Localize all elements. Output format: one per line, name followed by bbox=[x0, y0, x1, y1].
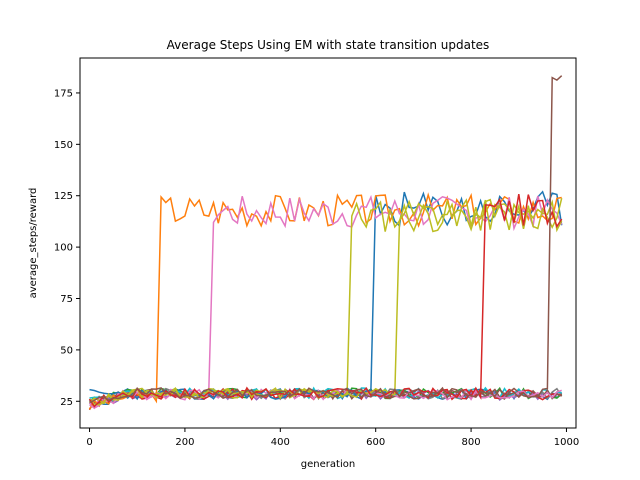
y-tick-label: 75 bbox=[60, 294, 73, 305]
y-tick-label: 50 bbox=[60, 345, 73, 356]
plot-lines bbox=[88, 75, 563, 411]
y-axis-label: average_steps/reward bbox=[28, 188, 39, 299]
x-tick-label: 600 bbox=[366, 437, 385, 448]
y-tick-label: 150 bbox=[54, 140, 73, 151]
x-tick-label: 200 bbox=[175, 437, 194, 448]
chart-title: Average Steps Using EM with state transi… bbox=[167, 38, 490, 52]
series-line-jump-6 bbox=[89, 75, 563, 404]
plot-frame bbox=[79, 57, 577, 429]
y-tick-label: 25 bbox=[60, 397, 73, 408]
y-tick-label: 175 bbox=[54, 88, 73, 99]
x-tick-label: 1000 bbox=[554, 437, 579, 448]
x-axis-ticks: 0 200 400 600 800 1000 bbox=[86, 428, 579, 448]
y-tick-label: 125 bbox=[54, 191, 73, 202]
x-axis-label: generation bbox=[301, 459, 355, 470]
y-tick-label: 100 bbox=[54, 243, 73, 254]
x-tick-label: 800 bbox=[462, 437, 481, 448]
y-axis-ticks: 25 50 75 100 125 150 175 bbox=[54, 88, 80, 408]
x-tick-label: 400 bbox=[271, 437, 290, 448]
x-tick-label: 0 bbox=[86, 437, 92, 448]
